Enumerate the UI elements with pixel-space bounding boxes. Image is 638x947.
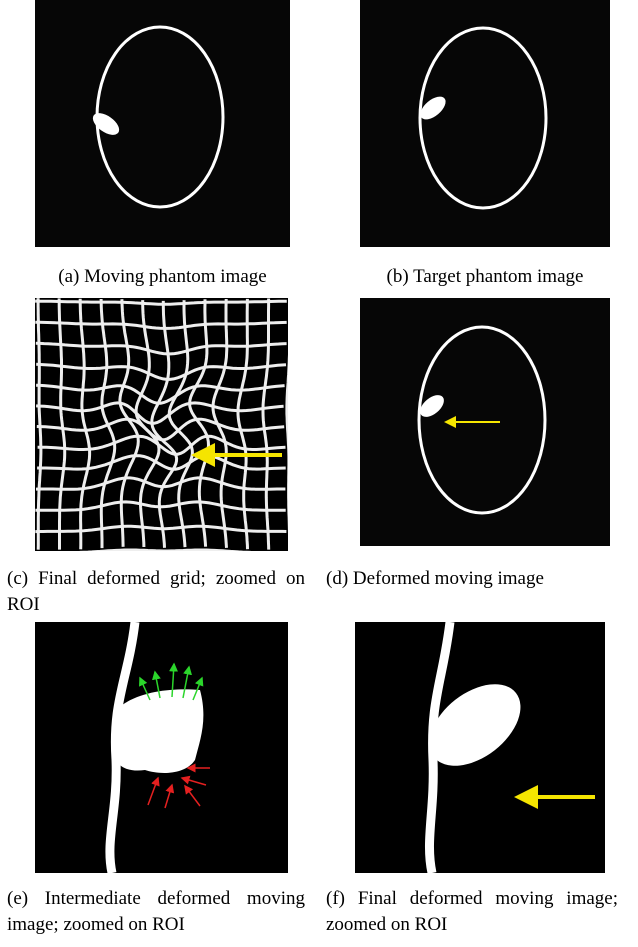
image-c xyxy=(35,298,290,553)
caption: (e) Intermediate deformed moving image; … xyxy=(7,886,305,938)
caption: (a) Moving phantom image xyxy=(35,264,290,290)
image-d xyxy=(360,298,610,546)
caption: (d) Deformed moving image xyxy=(326,566,630,592)
caption: (c) Final deformed grid; zoomed on ROI xyxy=(7,566,305,618)
figure-panels xyxy=(0,0,638,947)
caption: (f) Final deformed moving image; zoomed … xyxy=(326,886,618,938)
image-a xyxy=(35,0,290,247)
page: {"figures": [ {"caption": "(a) Moving ph… xyxy=(0,0,638,947)
image-e xyxy=(35,622,288,873)
image-f xyxy=(355,622,605,873)
caption: (b) Target phantom image xyxy=(355,264,615,290)
image-b xyxy=(360,0,610,247)
